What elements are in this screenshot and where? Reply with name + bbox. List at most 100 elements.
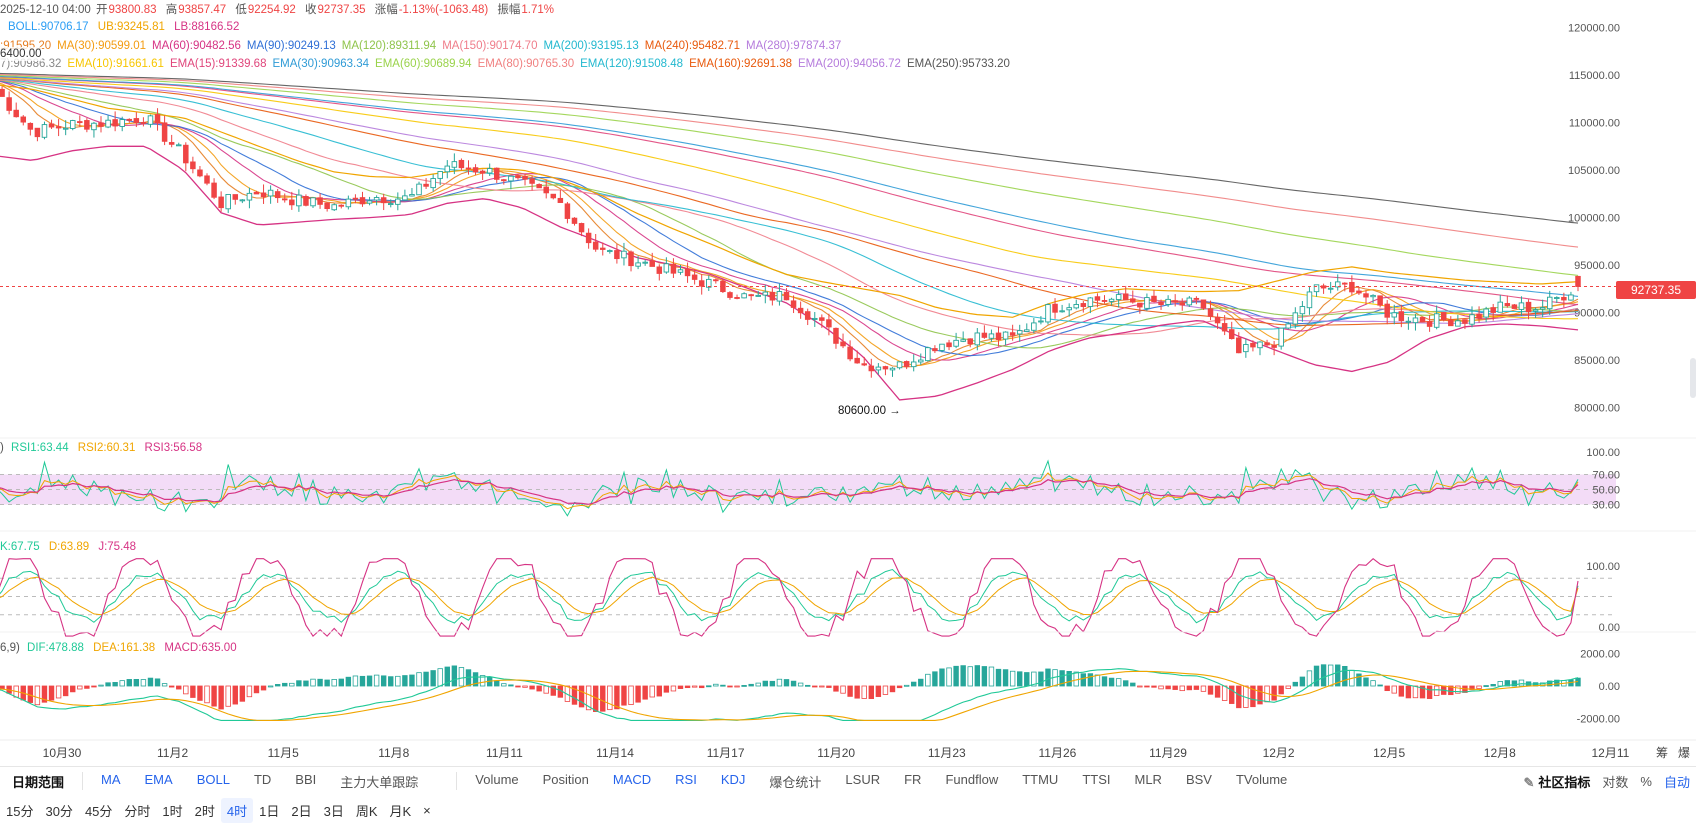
chart-side-handle[interactable] bbox=[1690, 358, 1696, 398]
macd-bar bbox=[112, 682, 118, 687]
log-scale-toggle[interactable]: 对数 bbox=[1602, 774, 1629, 790]
macd-bar bbox=[783, 679, 790, 687]
period-4时[interactable]: 4时 bbox=[220, 797, 254, 823]
candle bbox=[776, 283, 783, 306]
candle-body bbox=[1087, 297, 1094, 307]
macd-bar bbox=[324, 679, 330, 687]
macd-bar bbox=[1221, 685, 1228, 701]
indicator-bbi[interactable]: BBI bbox=[295, 771, 317, 787]
indicator-fundflow[interactable]: Fundflow bbox=[945, 771, 999, 787]
indicator-主力大单跟踪[interactable]: 主力大单跟踪 bbox=[340, 774, 419, 790]
indicator-ema[interactable]: EMA bbox=[144, 771, 173, 787]
indicator-lsur[interactable]: LSUR bbox=[845, 771, 881, 787]
candle bbox=[1151, 289, 1157, 303]
indicator-爆仓统计[interactable]: 爆仓统计 bbox=[769, 774, 822, 790]
period-2日[interactable]: 2日 bbox=[291, 803, 312, 819]
candle bbox=[656, 264, 663, 281]
candle-body bbox=[1313, 284, 1320, 293]
macd-bar bbox=[508, 684, 514, 687]
indicator-td[interactable]: TD bbox=[253, 771, 272, 787]
price-tick-label: 85000.00 bbox=[1574, 355, 1620, 367]
indicator-ttmu[interactable]: TTMU bbox=[1022, 771, 1059, 787]
candle-body bbox=[1299, 306, 1306, 315]
indicator-volume[interactable]: Volume bbox=[475, 771, 519, 787]
close-period-icon[interactable]: × bbox=[423, 802, 431, 818]
macd-bar bbox=[833, 685, 839, 692]
candle-body bbox=[1073, 304, 1079, 309]
period-1时[interactable]: 1时 bbox=[162, 803, 183, 819]
candle bbox=[1130, 290, 1136, 304]
candle-body bbox=[1370, 294, 1376, 298]
macd-bar bbox=[1250, 685, 1256, 708]
period-15分[interactable]: 15分 bbox=[6, 803, 34, 819]
candle-body bbox=[1483, 308, 1489, 318]
period-30分[interactable]: 30分 bbox=[45, 803, 73, 819]
candle bbox=[1483, 306, 1489, 323]
date-range-button[interactable]: 日期范围 bbox=[12, 774, 65, 790]
candle-body bbox=[331, 204, 337, 211]
indicator-ttsi[interactable]: TTSI bbox=[1082, 771, 1111, 787]
indicator-macd[interactable]: MACD bbox=[612, 771, 652, 787]
macd-bar bbox=[727, 685, 733, 688]
kline-chart[interactable]: 120000.00 115000.00 110000.00 105000.00 1000… bbox=[0, 0, 1696, 766]
macd-axis: 2000.00 0.00 -2000.00 bbox=[1577, 648, 1620, 725]
indicator-rsi[interactable]: RSI bbox=[675, 771, 697, 787]
candle-body bbox=[1462, 319, 1468, 324]
kdj-tick-label: 100.00 bbox=[1586, 561, 1620, 573]
candle bbox=[981, 325, 988, 339]
percent-toggle[interactable]: % bbox=[1640, 773, 1652, 789]
candle-body bbox=[656, 266, 663, 274]
macd-bar bbox=[805, 684, 811, 687]
period-月K[interactable]: 月K bbox=[389, 803, 412, 819]
candle bbox=[331, 203, 337, 211]
date-tick-label: 11月8 bbox=[378, 746, 409, 760]
candle bbox=[246, 187, 253, 209]
price-tick-label: 90000.00 bbox=[1574, 308, 1620, 320]
candle bbox=[1066, 303, 1072, 317]
macd-bar bbox=[889, 685, 896, 693]
candle-body bbox=[734, 297, 740, 299]
candle bbox=[1179, 298, 1185, 311]
candle-body bbox=[1356, 290, 1362, 294]
main-indicator-group: MA EMA BOLL TD BBI 主力大单跟踪 bbox=[89, 772, 430, 791]
open-label: 开 bbox=[96, 4, 108, 16]
period-1日[interactable]: 1日 bbox=[259, 803, 280, 819]
macd-bar bbox=[1158, 685, 1164, 690]
macd-bar bbox=[1031, 671, 1037, 687]
candle bbox=[1419, 316, 1426, 323]
auto-scale-toggle[interactable]: 自动 bbox=[1663, 774, 1690, 790]
indicator-mlr[interactable]: MLR bbox=[1134, 771, 1162, 787]
indicator-boll[interactable]: BOLL bbox=[196, 771, 230, 787]
macd-bar bbox=[232, 685, 238, 705]
candle bbox=[105, 115, 111, 129]
period-3日[interactable]: 3日 bbox=[323, 803, 344, 819]
price-tick-label: 95000.00 bbox=[1574, 260, 1620, 272]
macd-bar bbox=[967, 666, 973, 687]
indicator-ma[interactable]: MA bbox=[101, 771, 121, 787]
candle bbox=[1561, 292, 1567, 308]
indicator-fr[interactable]: FR bbox=[904, 771, 922, 787]
candle-body bbox=[875, 366, 882, 371]
candle-body bbox=[112, 119, 118, 127]
candle-body bbox=[458, 159, 465, 169]
community-indicators-button[interactable]: ✎ 社区指标 bbox=[1511, 772, 1596, 791]
indicator-position[interactable]: Position bbox=[542, 771, 589, 787]
period-2时[interactable]: 2时 bbox=[194, 803, 215, 819]
macd-bar bbox=[543, 685, 549, 694]
macd-bar bbox=[55, 685, 62, 699]
indicator-tvolume[interactable]: TVolume bbox=[1235, 771, 1288, 787]
indicator-bsv[interactable]: BSV bbox=[1185, 771, 1212, 787]
candle-body bbox=[55, 126, 62, 129]
candle-body bbox=[1511, 304, 1518, 309]
period-45分[interactable]: 45分 bbox=[84, 803, 113, 819]
candle-body bbox=[147, 115, 154, 125]
period-分时[interactable]: 分时 bbox=[124, 803, 151, 819]
macd-bar bbox=[77, 685, 83, 690]
indicator-kdj[interactable]: KDJ bbox=[720, 771, 746, 787]
candle-body bbox=[536, 184, 542, 189]
candle-body bbox=[1115, 294, 1122, 300]
candle-body bbox=[274, 191, 281, 199]
macd-bar bbox=[755, 682, 761, 687]
macd-bar bbox=[119, 680, 125, 687]
period-周K[interactable]: 周K bbox=[355, 803, 378, 819]
